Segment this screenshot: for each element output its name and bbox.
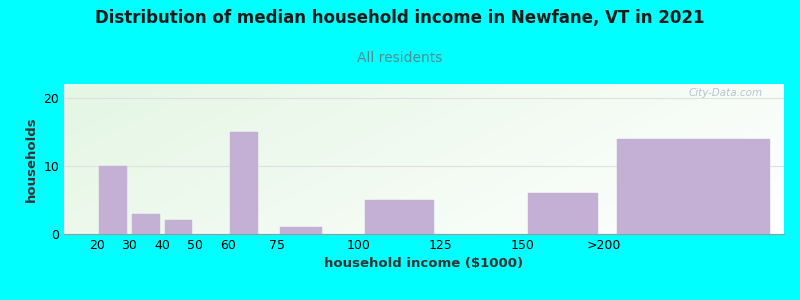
Bar <box>165 220 193 234</box>
Bar <box>230 132 258 234</box>
Bar <box>281 227 322 234</box>
Text: City-Data.com: City-Data.com <box>688 88 762 98</box>
Bar <box>365 200 434 234</box>
X-axis label: household income ($1000): household income ($1000) <box>325 257 523 270</box>
Bar <box>618 139 770 234</box>
Text: Distribution of median household income in Newfane, VT in 2021: Distribution of median household income … <box>95 9 705 27</box>
Bar <box>528 193 598 234</box>
Bar <box>132 214 160 234</box>
Bar <box>99 166 127 234</box>
Text: All residents: All residents <box>358 51 442 65</box>
Y-axis label: households: households <box>25 116 38 202</box>
